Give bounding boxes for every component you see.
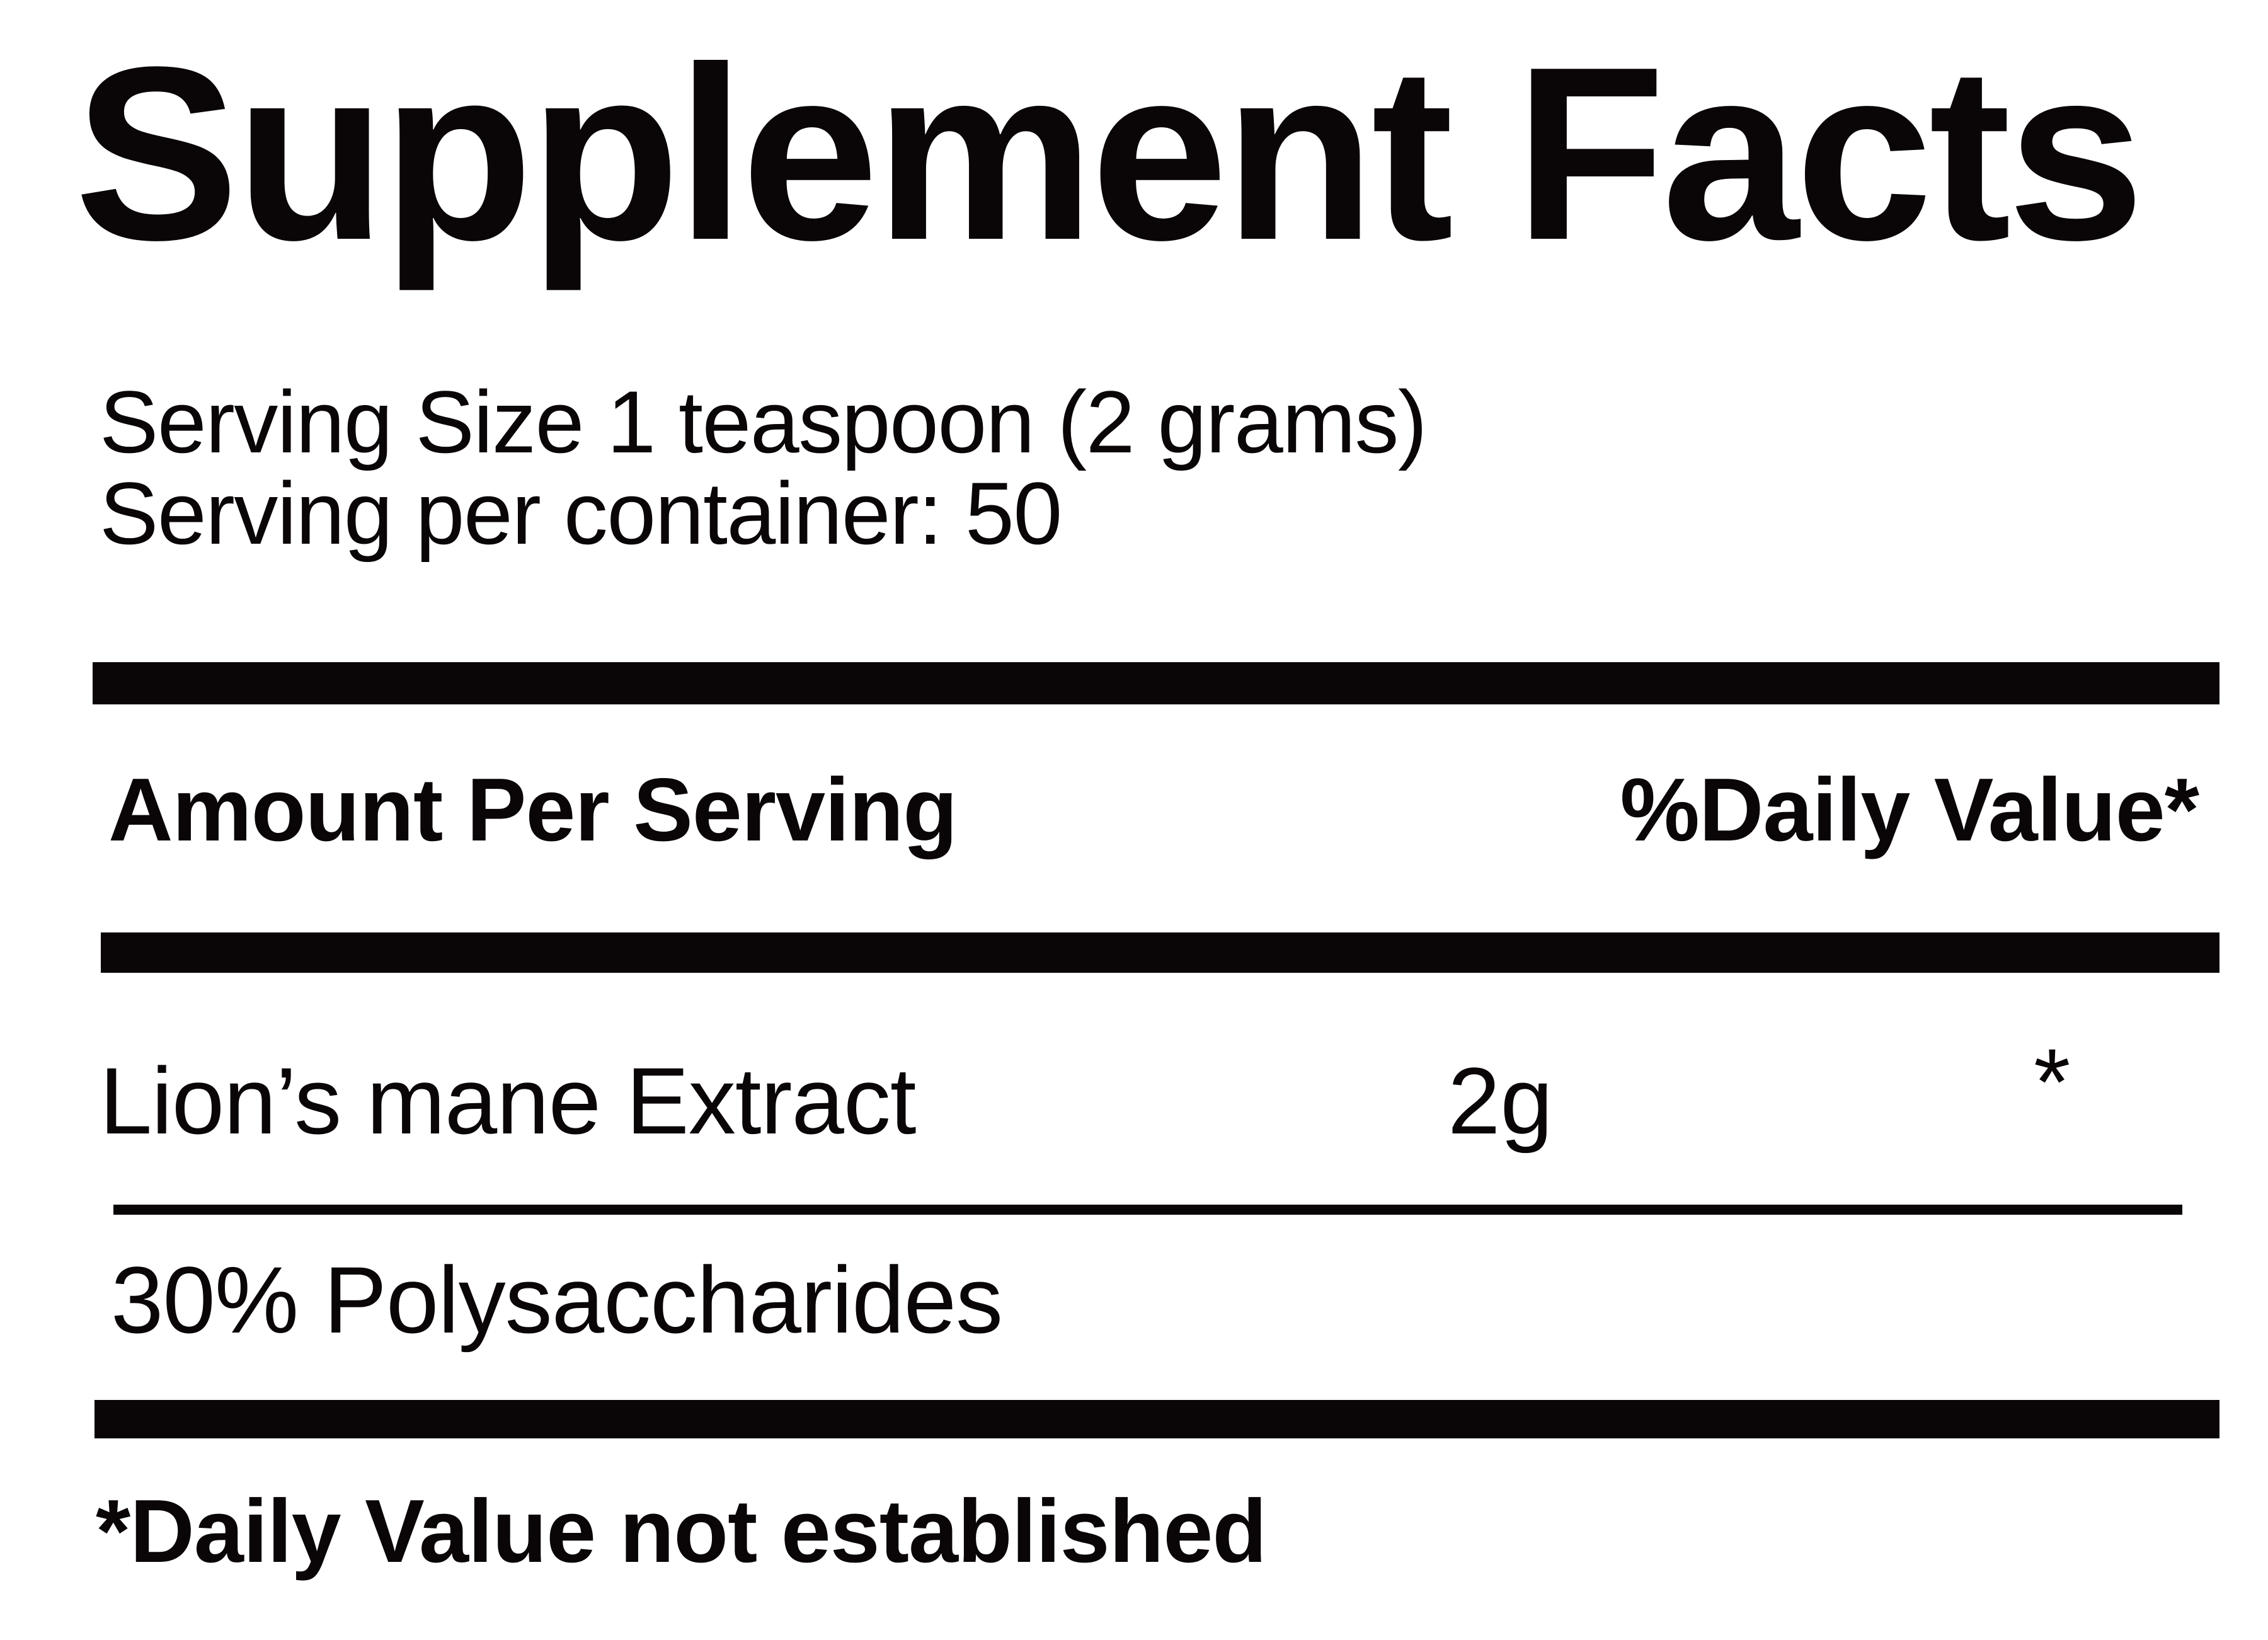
serving-size-text: Serving Size 1 teaspoon (2 grams) [100,372,1428,471]
page-title: Supplement Facts [74,16,2145,292]
divider-thin-row [113,1205,2182,1215]
table-header-row: Amount Per Serving %Daily Value* [108,766,2199,860]
ingredient-amount: 2g [1448,1048,1553,1154]
divider-thick-top [93,662,2219,704]
servings-per-container-text: Serving per container: 50 [100,464,1062,563]
daily-value-footnote: *Daily Value not established [96,1481,1267,1581]
ingredient-name: Lion’s mane Extract [100,1048,917,1154]
ingredient-daily-value: * [2034,1029,2071,1135]
sub-ingredient-name: 30% Polysaccharides [111,1247,1003,1353]
divider-thick-header [101,932,2219,973]
daily-value-header: %Daily Value* [1620,760,2199,860]
amount-per-serving-header: Amount Per Serving [108,760,958,860]
divider-thick-bottom [94,1400,2219,1438]
table-row: Lion’s mane Extract 2g * [100,1035,2199,1164]
